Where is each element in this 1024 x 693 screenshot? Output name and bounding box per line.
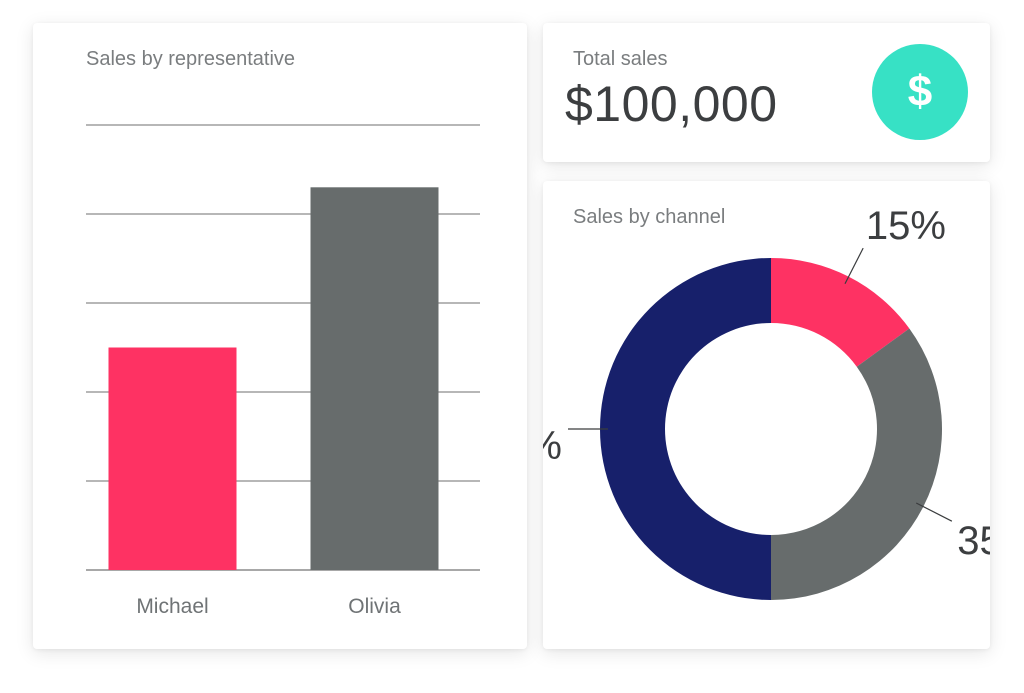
bar-michael	[108, 347, 237, 570]
dollar-glyph: $	[907, 67, 933, 116]
label-leader-line	[915, 502, 953, 522]
total-sales-title: Total sales	[573, 48, 668, 70]
label-leader-line	[844, 247, 864, 285]
donut-chart-title: Sales by channel	[573, 206, 726, 228]
donut-slice	[771, 328, 942, 600]
x-tick-label: Michael	[136, 595, 208, 618]
donut-slice	[771, 258, 910, 367]
total-sales-value: $100,000	[565, 76, 778, 132]
total-sales-card: Total sales $100,000 $	[543, 23, 990, 162]
data-label: 35%	[957, 519, 990, 563]
data-label: 15%	[866, 204, 946, 248]
x-tick-label: Olivia	[348, 595, 401, 618]
data-label: 50%	[543, 424, 562, 468]
bar-chart-title: Sales by representative	[86, 48, 296, 70]
bar-olivia	[310, 187, 439, 571]
sales-by-representative-card: Sales by representative Michael Olivia	[33, 23, 527, 649]
donut-chart: 15% 35% 50%	[543, 204, 990, 600]
bar-chart: Michael Olivia	[86, 124, 480, 618]
dollar-icon: $	[872, 44, 968, 140]
donut-slice	[600, 258, 771, 600]
sales-by-channel-card: Sales by channel 15% 35% 50%	[543, 181, 990, 649]
